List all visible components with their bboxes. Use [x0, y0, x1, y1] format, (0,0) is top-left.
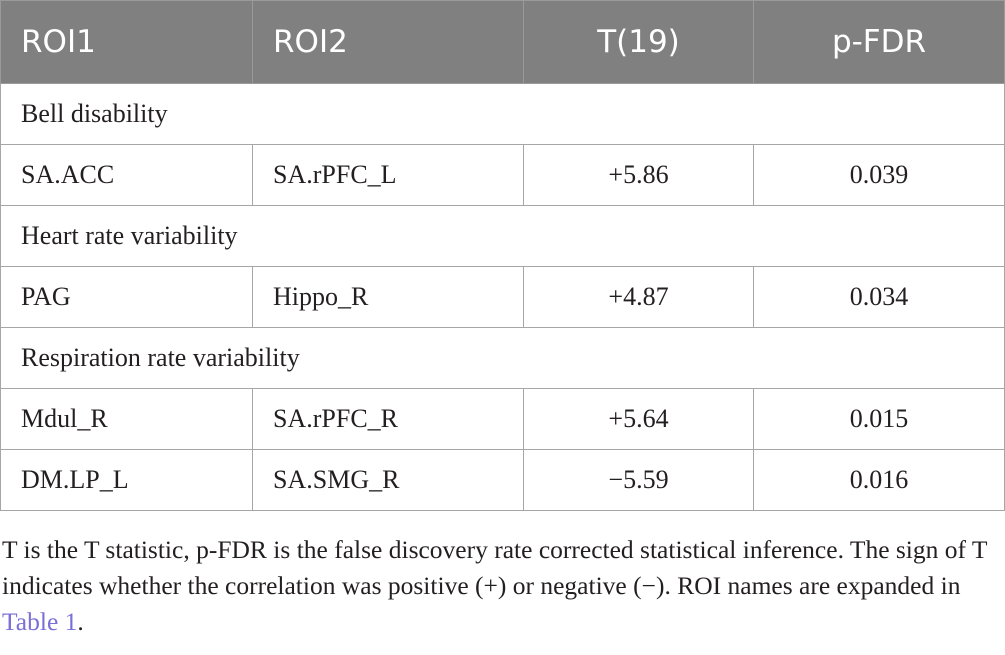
table-footnote: T is the T statistic, p-FDR is the false…: [2, 532, 997, 640]
table-row: DM.LP_L SA.SMG_R −5.59 0.016: [0, 449, 1005, 511]
header-roi1: ROI1: [0, 0, 253, 84]
roi1-cell: Mdul_R: [0, 388, 253, 450]
header-p-fdr: p-FDR: [753, 0, 1005, 84]
p-cell: 0.034: [753, 266, 1005, 328]
table-row: Mdul_R SA.rPFC_R +5.64 0.015: [0, 388, 1005, 450]
t-cell: +5.86: [523, 144, 754, 206]
section-title: Respiration rate variability: [0, 327, 1005, 389]
section-title: Bell disability: [0, 83, 1005, 145]
p-cell: 0.039: [753, 144, 1005, 206]
p-cell: 0.015: [753, 388, 1005, 450]
section-row-heart-rate-variability: Heart rate variability: [0, 205, 1005, 267]
roi2-cell: SA.SMG_R: [252, 449, 524, 511]
t-cell: +4.87: [523, 266, 754, 328]
roi2-cell: SA.rPFC_L: [252, 144, 524, 206]
table-1-link[interactable]: Table 1: [2, 607, 78, 636]
footnote-end: .: [77, 607, 84, 636]
section-row-respiration-rate-variability: Respiration rate variability: [0, 327, 1005, 389]
t-cell: +5.64: [523, 388, 754, 450]
table-row: PAG Hippo_R +4.87 0.034: [0, 266, 1005, 328]
roi1-cell: SA.ACC: [0, 144, 253, 206]
roi2-cell: Hippo_R: [252, 266, 524, 328]
roi1-cell: PAG: [0, 266, 253, 328]
section-title: Heart rate variability: [0, 205, 1005, 267]
footnote-text: T is the T statistic, p-FDR is the false…: [2, 535, 988, 600]
header-roi2: ROI2: [252, 0, 524, 84]
t-cell: −5.59: [523, 449, 754, 511]
table-body: Bell disability SA.ACC SA.rPFC_L +5.86 0…: [0, 83, 1005, 511]
roi1-cell: DM.LP_L: [0, 449, 253, 511]
results-table: ROI1 ROI2 T(19) p-FDR Bell disability SA…: [0, 0, 1005, 511]
section-row-bell-disability: Bell disability: [0, 83, 1005, 145]
header-t-statistic: T(19): [523, 0, 754, 84]
table-header: ROI1 ROI2 T(19) p-FDR: [0, 0, 1005, 84]
table-row: SA.ACC SA.rPFC_L +5.86 0.039: [0, 144, 1005, 206]
roi2-cell: SA.rPFC_R: [252, 388, 524, 450]
p-cell: 0.016: [753, 449, 1005, 511]
header-row: ROI1 ROI2 T(19) p-FDR: [0, 0, 1005, 84]
